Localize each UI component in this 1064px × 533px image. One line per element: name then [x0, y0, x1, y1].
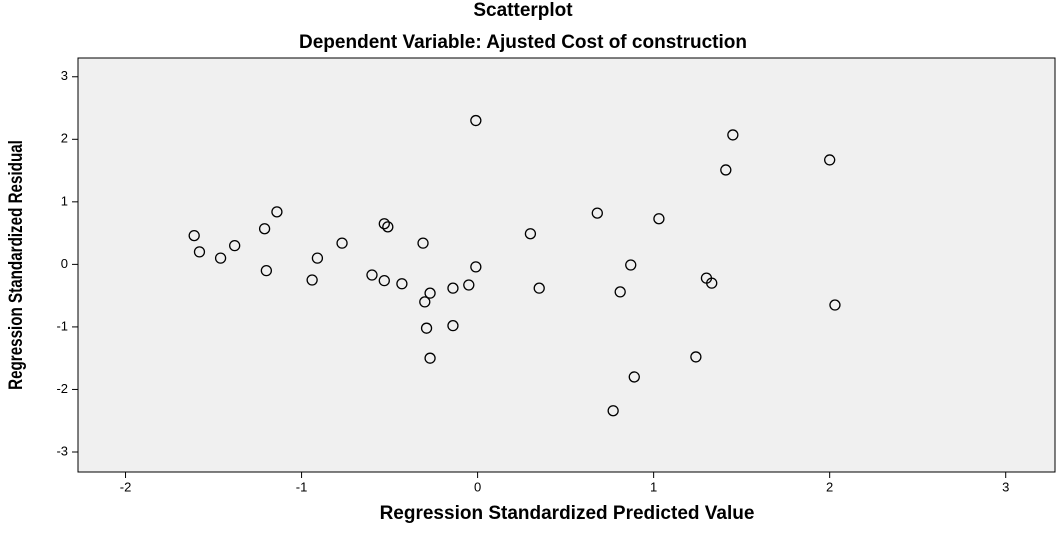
point	[653, 213, 665, 225]
point	[229, 239, 241, 252]
point	[258, 223, 271, 235]
point	[306, 274, 318, 286]
point	[396, 278, 408, 290]
y-tick-label: 2	[61, 131, 68, 146]
x-tick-label: 3	[1002, 479, 1009, 494]
point	[260, 264, 273, 277]
point	[424, 352, 436, 364]
x-tick-label: 0	[474, 479, 481, 494]
x-tick-label: -1	[296, 479, 308, 494]
point	[193, 246, 206, 258]
point	[706, 277, 718, 289]
x-tick-label: 1	[650, 479, 657, 494]
point	[524, 228, 537, 240]
point	[336, 237, 348, 249]
y-tick-label: 0	[61, 256, 68, 271]
point	[470, 261, 482, 273]
point	[419, 296, 431, 308]
plot-area	[77, 57, 1056, 473]
point	[614, 286, 626, 298]
point	[463, 279, 475, 291]
point	[378, 274, 390, 287]
point	[424, 287, 436, 299]
x-axis-title: Regression Standardized Predicted Value	[380, 503, 755, 524]
point	[628, 371, 640, 383]
x-tick-label: -2	[120, 479, 132, 494]
y-tick-label: 1	[61, 193, 68, 208]
chart-title: Scatterplot	[473, 0, 573, 21]
point	[625, 259, 637, 271]
point	[420, 322, 433, 334]
point	[366, 269, 378, 281]
point	[690, 351, 702, 363]
point	[591, 207, 603, 219]
y-tick-label: 3	[61, 68, 68, 83]
point	[447, 320, 459, 332]
y-tick-label: -1	[56, 318, 68, 333]
y-tick-label: -2	[56, 381, 68, 396]
point	[378, 218, 390, 230]
point	[720, 164, 732, 176]
y-axis-title: Regression Standardized Residual	[4, 140, 26, 390]
y-tick-label: -3	[56, 443, 68, 458]
point	[311, 252, 324, 264]
point	[470, 114, 482, 127]
point	[188, 229, 200, 242]
point	[214, 252, 227, 264]
chart-subtitle: Dependent Variable: Ajusted Cost of cons…	[299, 32, 747, 53]
point	[417, 237, 429, 249]
point	[271, 206, 283, 218]
point	[533, 282, 545, 294]
point	[447, 282, 459, 294]
point	[727, 129, 739, 141]
point	[824, 154, 836, 166]
point	[382, 221, 394, 233]
x-tick-label: 2	[826, 479, 833, 494]
point	[607, 405, 619, 417]
point	[829, 299, 841, 311]
